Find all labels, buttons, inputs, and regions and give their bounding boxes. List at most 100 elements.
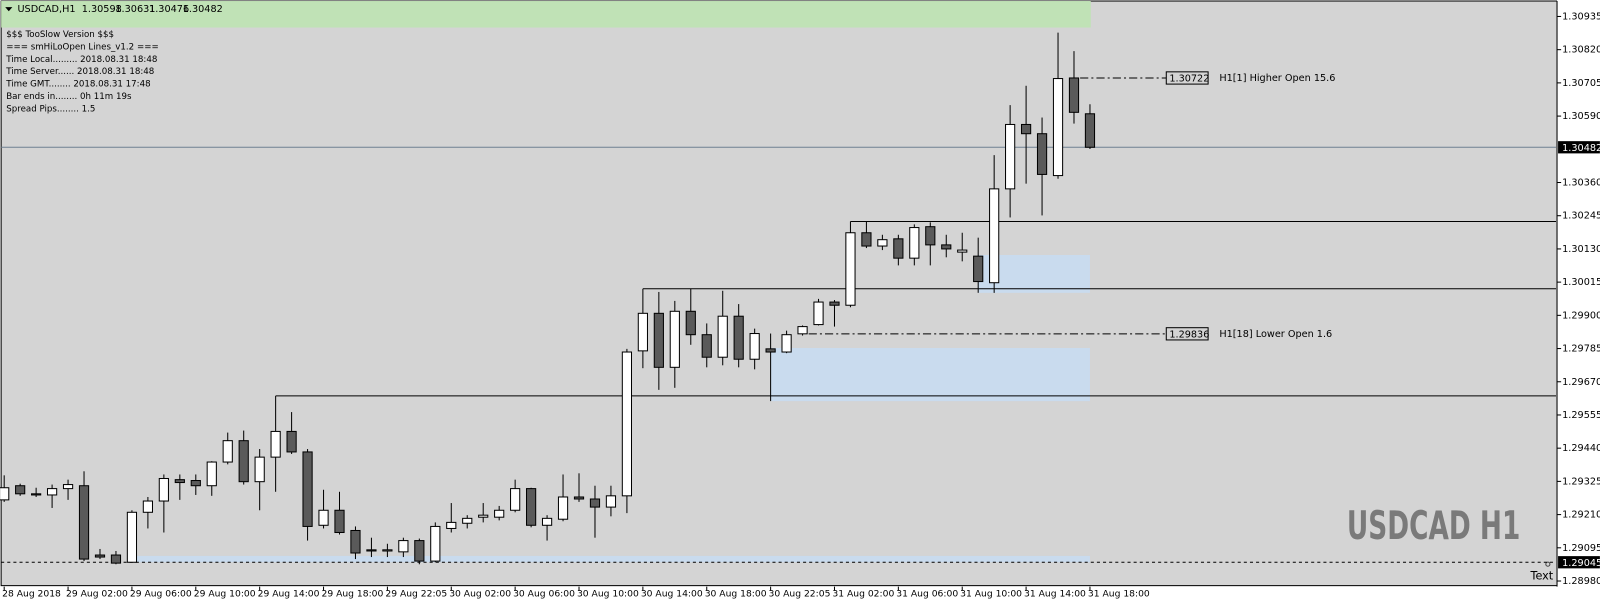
info-line: Spread Pips........ 1.5: [6, 104, 95, 114]
y-tick-label: 1.30935: [1562, 11, 1600, 22]
candle-body: [1084, 113, 1096, 148]
annotation-price: 1.29836: [1169, 329, 1209, 340]
candle-body: [430, 525, 441, 562]
info-line: Time Server...... 2018.08.31 18:48: [5, 67, 154, 77]
candle-body: [31, 493, 42, 496]
candle-body: [989, 188, 1000, 284]
zone: [770, 347, 1090, 402]
candle-body: [653, 312, 664, 368]
candle-body: [701, 334, 712, 358]
candle-body: [973, 255, 984, 283]
candle-body: [174, 479, 185, 484]
y-tick-label: 1.30360: [1562, 178, 1600, 189]
info-line: Time GMT........ 2018.08.31 17:48: [5, 80, 150, 90]
candle-body: [302, 451, 313, 527]
candle-body: [797, 326, 808, 335]
candle-body: [557, 496, 569, 520]
candle-body: [446, 521, 457, 529]
x-tick-label: 29 Aug 02:00: [66, 588, 128, 599]
candle-body: [733, 315, 744, 360]
candle-body: [589, 498, 601, 508]
candle-body: [414, 540, 425, 562]
candle-body: [861, 232, 872, 247]
info-line: === smHiLoOpen Lines_v1.2 ===: [6, 43, 158, 53]
candle-body: [829, 301, 840, 306]
corner-text[interactable]: Text: [1530, 569, 1554, 582]
x-tick-label: 30 Aug 14:00: [641, 588, 703, 599]
y-tick-label: 1.29555: [1562, 410, 1600, 421]
x-tick-label: 29 Aug 10:00: [194, 588, 256, 599]
candle-body: [1052, 78, 1064, 177]
x-tick-label: 30 Aug 06:00: [513, 588, 575, 599]
x-tick-label: 30 Aug 10:00: [577, 588, 639, 599]
candle-body: [1068, 77, 1080, 113]
plot-area: [0, 0, 1558, 587]
y-tick-label: 1.30590: [1562, 111, 1600, 122]
candle-body: [765, 348, 776, 353]
candle-body: [190, 480, 201, 487]
annotation-box: [1165, 327, 1209, 341]
annotation-price: 1.30722: [1169, 73, 1209, 84]
y-tick-label: 1.29440: [1562, 443, 1600, 454]
axis-panel: [1557, 0, 1600, 587]
text-anchor-icon: [1545, 561, 1551, 567]
x-tick-label: 31 Aug 06:00: [896, 588, 958, 599]
x-tick-label: 29 Aug 22:05: [385, 588, 447, 599]
candle-body: [526, 488, 537, 526]
candle-body: [685, 310, 696, 336]
x-tick-label: 29 Aug 14:00: [258, 588, 320, 599]
candle-body: [254, 456, 265, 483]
collapse-icon[interactable]: [5, 7, 13, 12]
symbol: USDCAD,H1: [17, 4, 75, 15]
candle-body: [78, 485, 90, 560]
price-box: [1558, 556, 1600, 569]
candle-body: [669, 310, 680, 368]
candle-body: [478, 514, 489, 518]
y-tick-label: 1.29900: [1562, 310, 1600, 321]
header-band: [1, 1, 1091, 28]
x-tick-label: 31 Aug 02:00: [832, 588, 894, 599]
candle-body: [94, 554, 106, 558]
header-high: 1.30631: [115, 4, 155, 15]
candle-body: [142, 500, 153, 513]
info-line: Time Local......... 2018.08.31 18:48: [5, 55, 157, 65]
candle-body: [749, 333, 760, 360]
candle-body: [941, 244, 952, 250]
info-line: $$$ TooSlow Version $$$: [6, 30, 114, 40]
info-line: Bar ends in........ 0h 11m 19s: [6, 92, 132, 102]
zones: [131, 254, 1090, 563]
x-tick-label: 30 Aug 02:00: [449, 588, 511, 599]
candle-body: [398, 540, 409, 553]
candle-body: [46, 488, 58, 496]
y-tick-label: 1.29325: [1562, 476, 1600, 487]
candle-body: [573, 496, 585, 500]
annotation-text: H1[1] Higher Open 15.6: [1219, 73, 1335, 84]
x-tick-label: 29 Aug 06:00: [130, 588, 192, 599]
y-tick-label: 1.30705: [1562, 78, 1600, 89]
candle-body: [0, 487, 10, 501]
candle-body: [893, 238, 904, 259]
candle-body: [206, 461, 217, 487]
y-tick-label: 1.29210: [1562, 510, 1600, 521]
candle-body: [1005, 123, 1016, 190]
candle-body: [957, 249, 968, 253]
x-tick-label: 28 Aug 2018: [2, 588, 61, 599]
price-box-label: 1.30482: [1562, 143, 1600, 154]
candle-body: [382, 549, 393, 552]
header-low: 1.30476: [149, 4, 189, 15]
candle-body: [62, 484, 74, 490]
x-tick-label: 30 Aug 18:00: [705, 588, 767, 599]
candle-body: [126, 511, 138, 563]
x-tick-label: 31 Aug 14:00: [1024, 588, 1086, 599]
y-tick-label: 1.30130: [1562, 244, 1600, 255]
candle-body: [350, 529, 361, 554]
candle-body: [605, 495, 617, 508]
candle-body: [334, 509, 345, 534]
y-tick-label: 1.29095: [1562, 543, 1600, 554]
candle-body: [925, 226, 936, 246]
annotation-text: H1[18] Lower Open 1.6: [1219, 329, 1332, 340]
y-tick-label: 1.30245: [1562, 211, 1600, 222]
header-open: 1.30598: [82, 4, 122, 15]
candle-body: [909, 227, 920, 259]
